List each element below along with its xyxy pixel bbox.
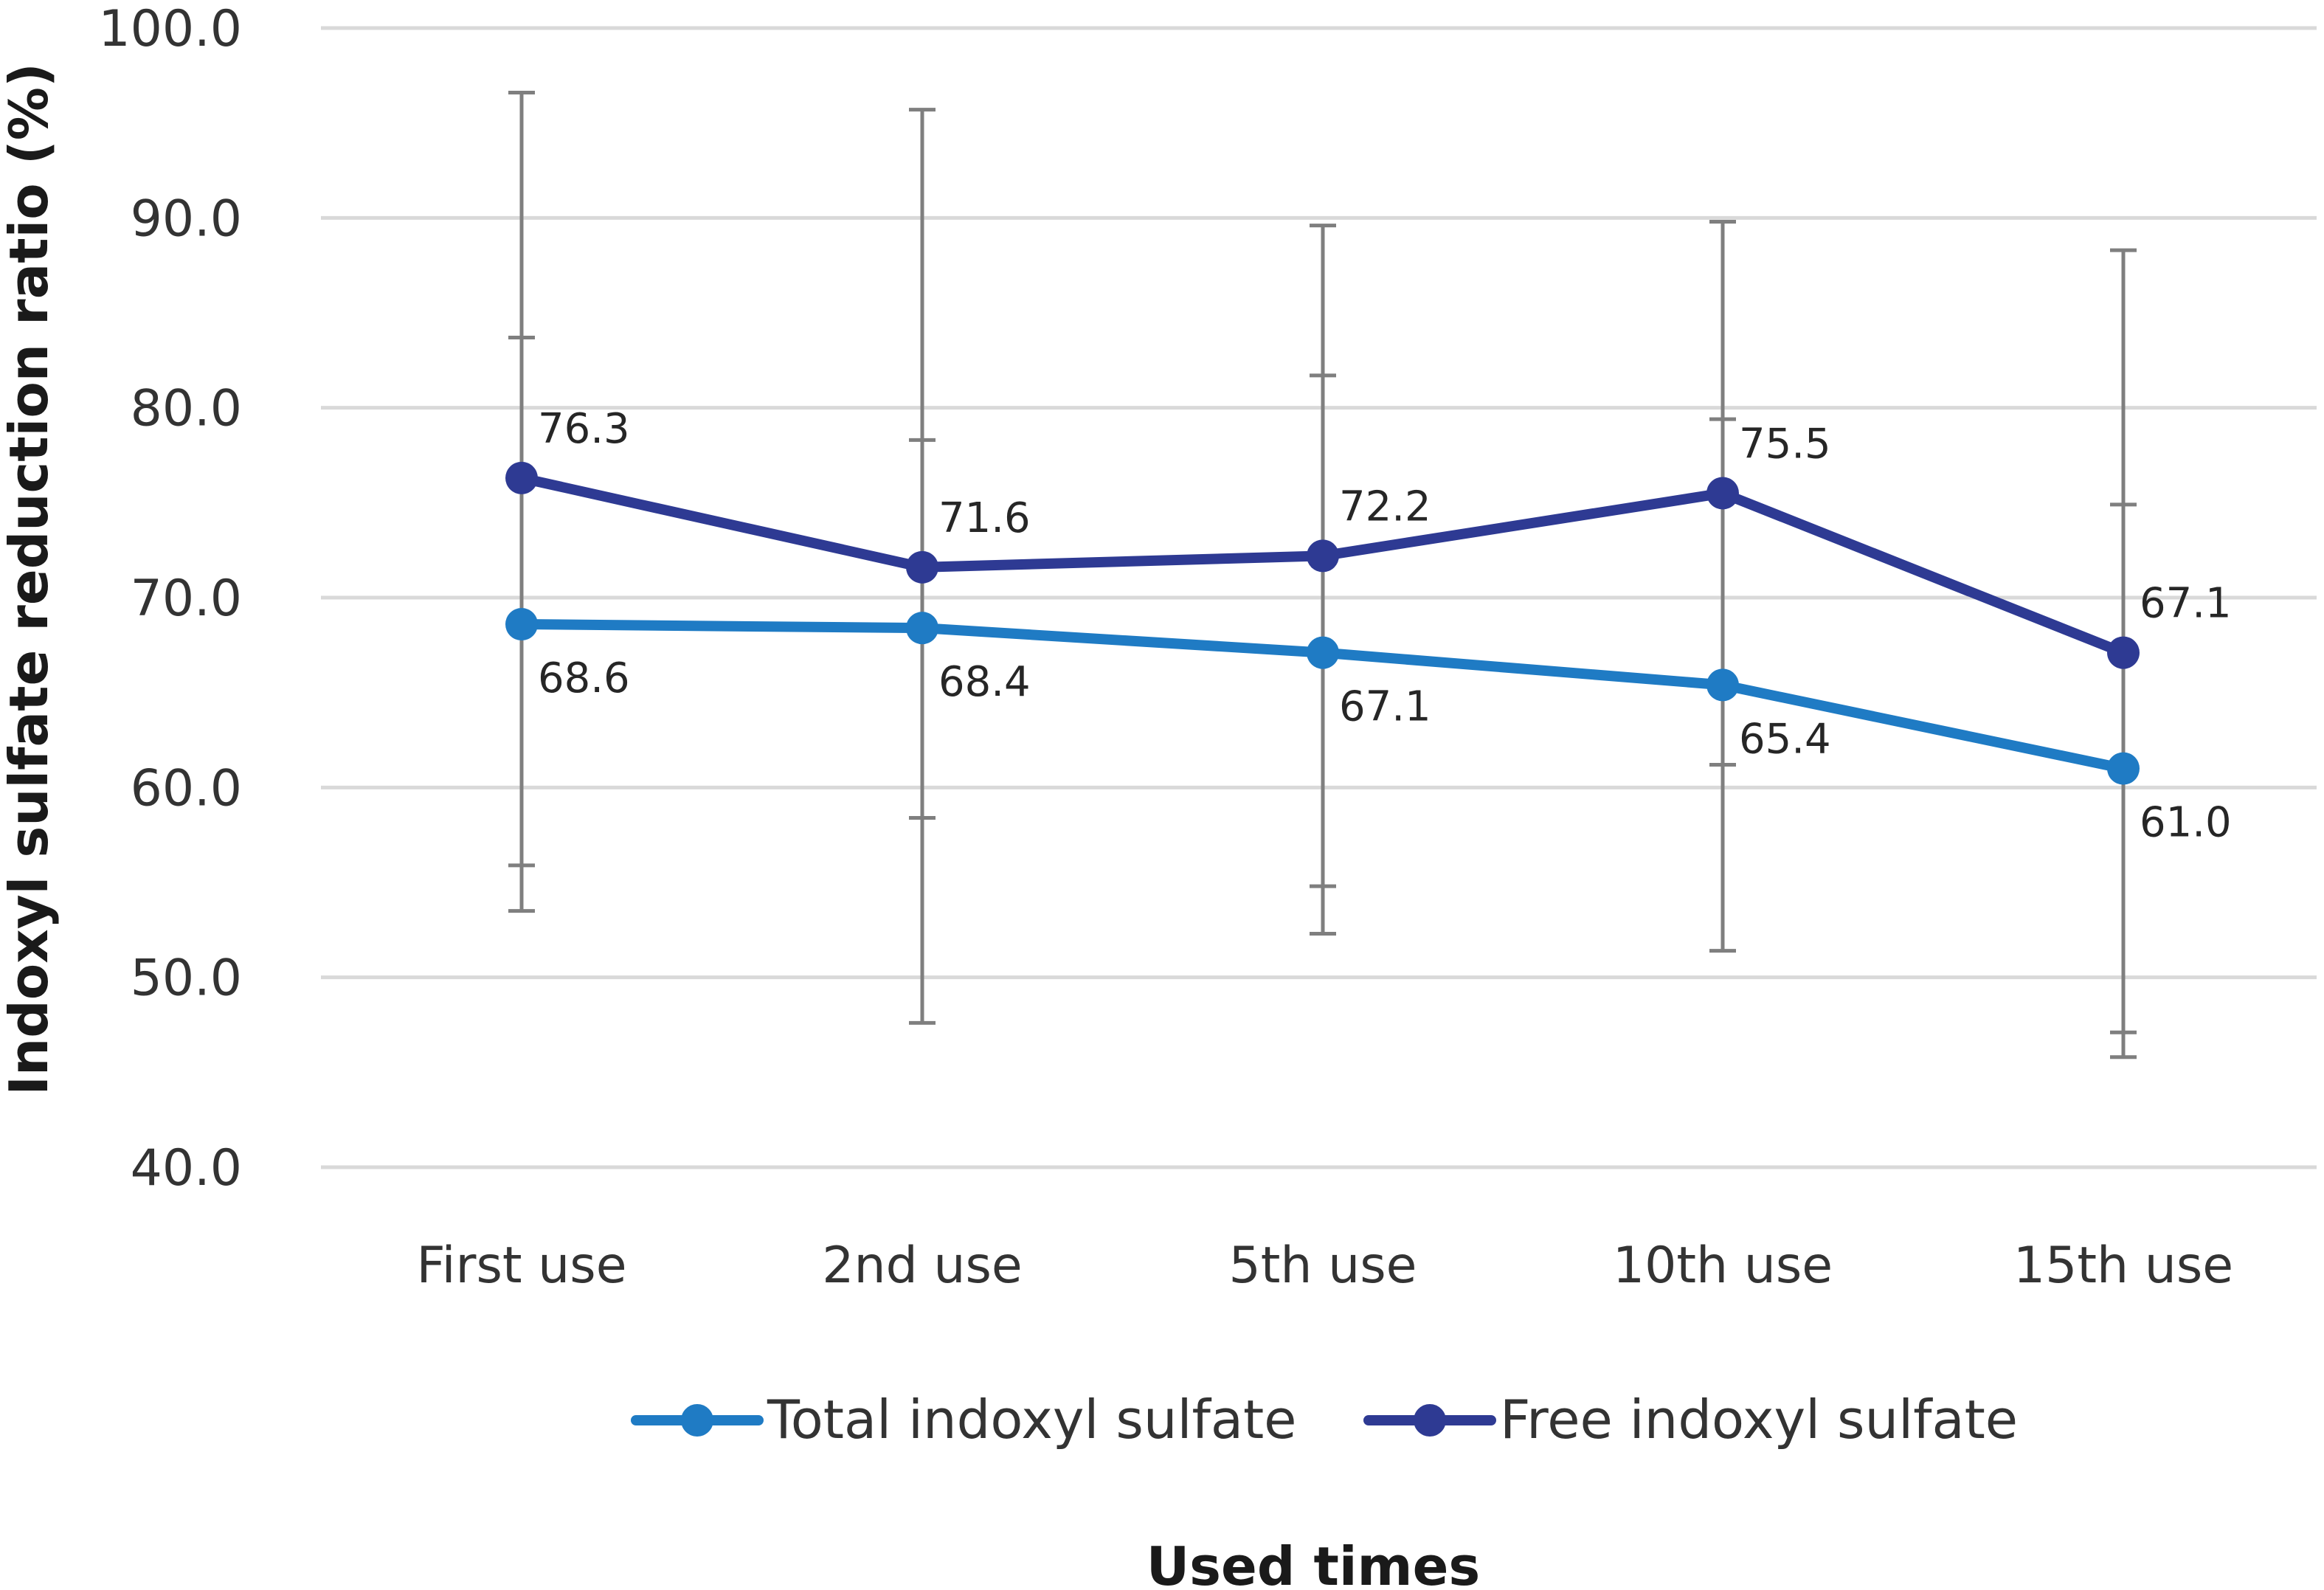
y-tick-label: 50.0 bbox=[131, 950, 242, 1008]
y-tick-label: 40.0 bbox=[131, 1139, 242, 1197]
legend-label: Free indoxyl sulfate bbox=[1500, 1389, 2018, 1451]
data-label: 61.0 bbox=[2140, 799, 2232, 847]
data-label: 72.2 bbox=[1339, 483, 1431, 530]
x-axis-ticks: First use 2nd use 5th use 10th use 15th use bbox=[416, 1237, 2233, 1295]
y-tick-label: 90.0 bbox=[131, 190, 242, 248]
y-axis-title: Indoxyl sulfate reduction ratio (%) bbox=[0, 63, 60, 1096]
data-point bbox=[2107, 637, 2140, 669]
data-point bbox=[1706, 668, 1739, 701]
data-point bbox=[906, 551, 938, 584]
x-tick-label: 5th use bbox=[1229, 1237, 1417, 1295]
chart-container: 40.0 50.0 60.0 70.0 80.0 90.0 100.0 68.6 68.4 67… bbox=[0, 0, 2324, 1590]
data-label: 67.1 bbox=[1339, 683, 1431, 731]
legend-swatch-marker bbox=[1414, 1404, 1446, 1437]
data-label: 75.5 bbox=[1739, 420, 1831, 468]
data-point bbox=[1307, 539, 1339, 572]
data-label: 76.3 bbox=[538, 405, 630, 453]
legend-item-total: Total indoxyl sulfate bbox=[636, 1389, 1296, 1451]
x-tick-label: First use bbox=[416, 1237, 626, 1295]
y-tick-label: 70.0 bbox=[131, 570, 242, 628]
error-bars bbox=[508, 92, 2137, 1057]
data-label: 68.4 bbox=[938, 658, 1031, 706]
data-point bbox=[505, 608, 538, 640]
legend: Total indoxyl sulfate Free indoxyl sulfat… bbox=[636, 1389, 2018, 1451]
data-label: 68.6 bbox=[538, 654, 630, 702]
data-point bbox=[2107, 753, 2140, 785]
data-label: 65.4 bbox=[1739, 715, 1831, 763]
data-point bbox=[1706, 477, 1739, 509]
data-label: 67.1 bbox=[2140, 580, 2232, 628]
x-tick-label: 15th use bbox=[2013, 1237, 2233, 1295]
gridlines bbox=[321, 28, 2317, 1167]
legend-swatch-marker bbox=[681, 1404, 713, 1437]
x-axis-title: Used times bbox=[1147, 1535, 1481, 1590]
legend-label: Total indoxyl sulfate bbox=[767, 1389, 1296, 1451]
data-label: 71.6 bbox=[938, 494, 1031, 542]
line-chart: 40.0 50.0 60.0 70.0 80.0 90.0 100.0 68.6 68.4 67… bbox=[0, 0, 2324, 1590]
y-tick-label: 80.0 bbox=[131, 380, 242, 438]
legend-item-free: Free indoxyl sulfate bbox=[1369, 1389, 2018, 1451]
y-axis-ticks: 40.0 50.0 60.0 70.0 80.0 90.0 100.0 bbox=[98, 0, 242, 1197]
x-tick-label: 2nd use bbox=[822, 1237, 1023, 1295]
data-point bbox=[505, 462, 538, 494]
y-tick-label: 100.0 bbox=[98, 0, 242, 58]
data-point bbox=[1307, 637, 1339, 669]
data-point bbox=[906, 612, 938, 644]
x-tick-label: 10th use bbox=[1613, 1237, 1833, 1295]
y-tick-label: 60.0 bbox=[131, 759, 242, 818]
